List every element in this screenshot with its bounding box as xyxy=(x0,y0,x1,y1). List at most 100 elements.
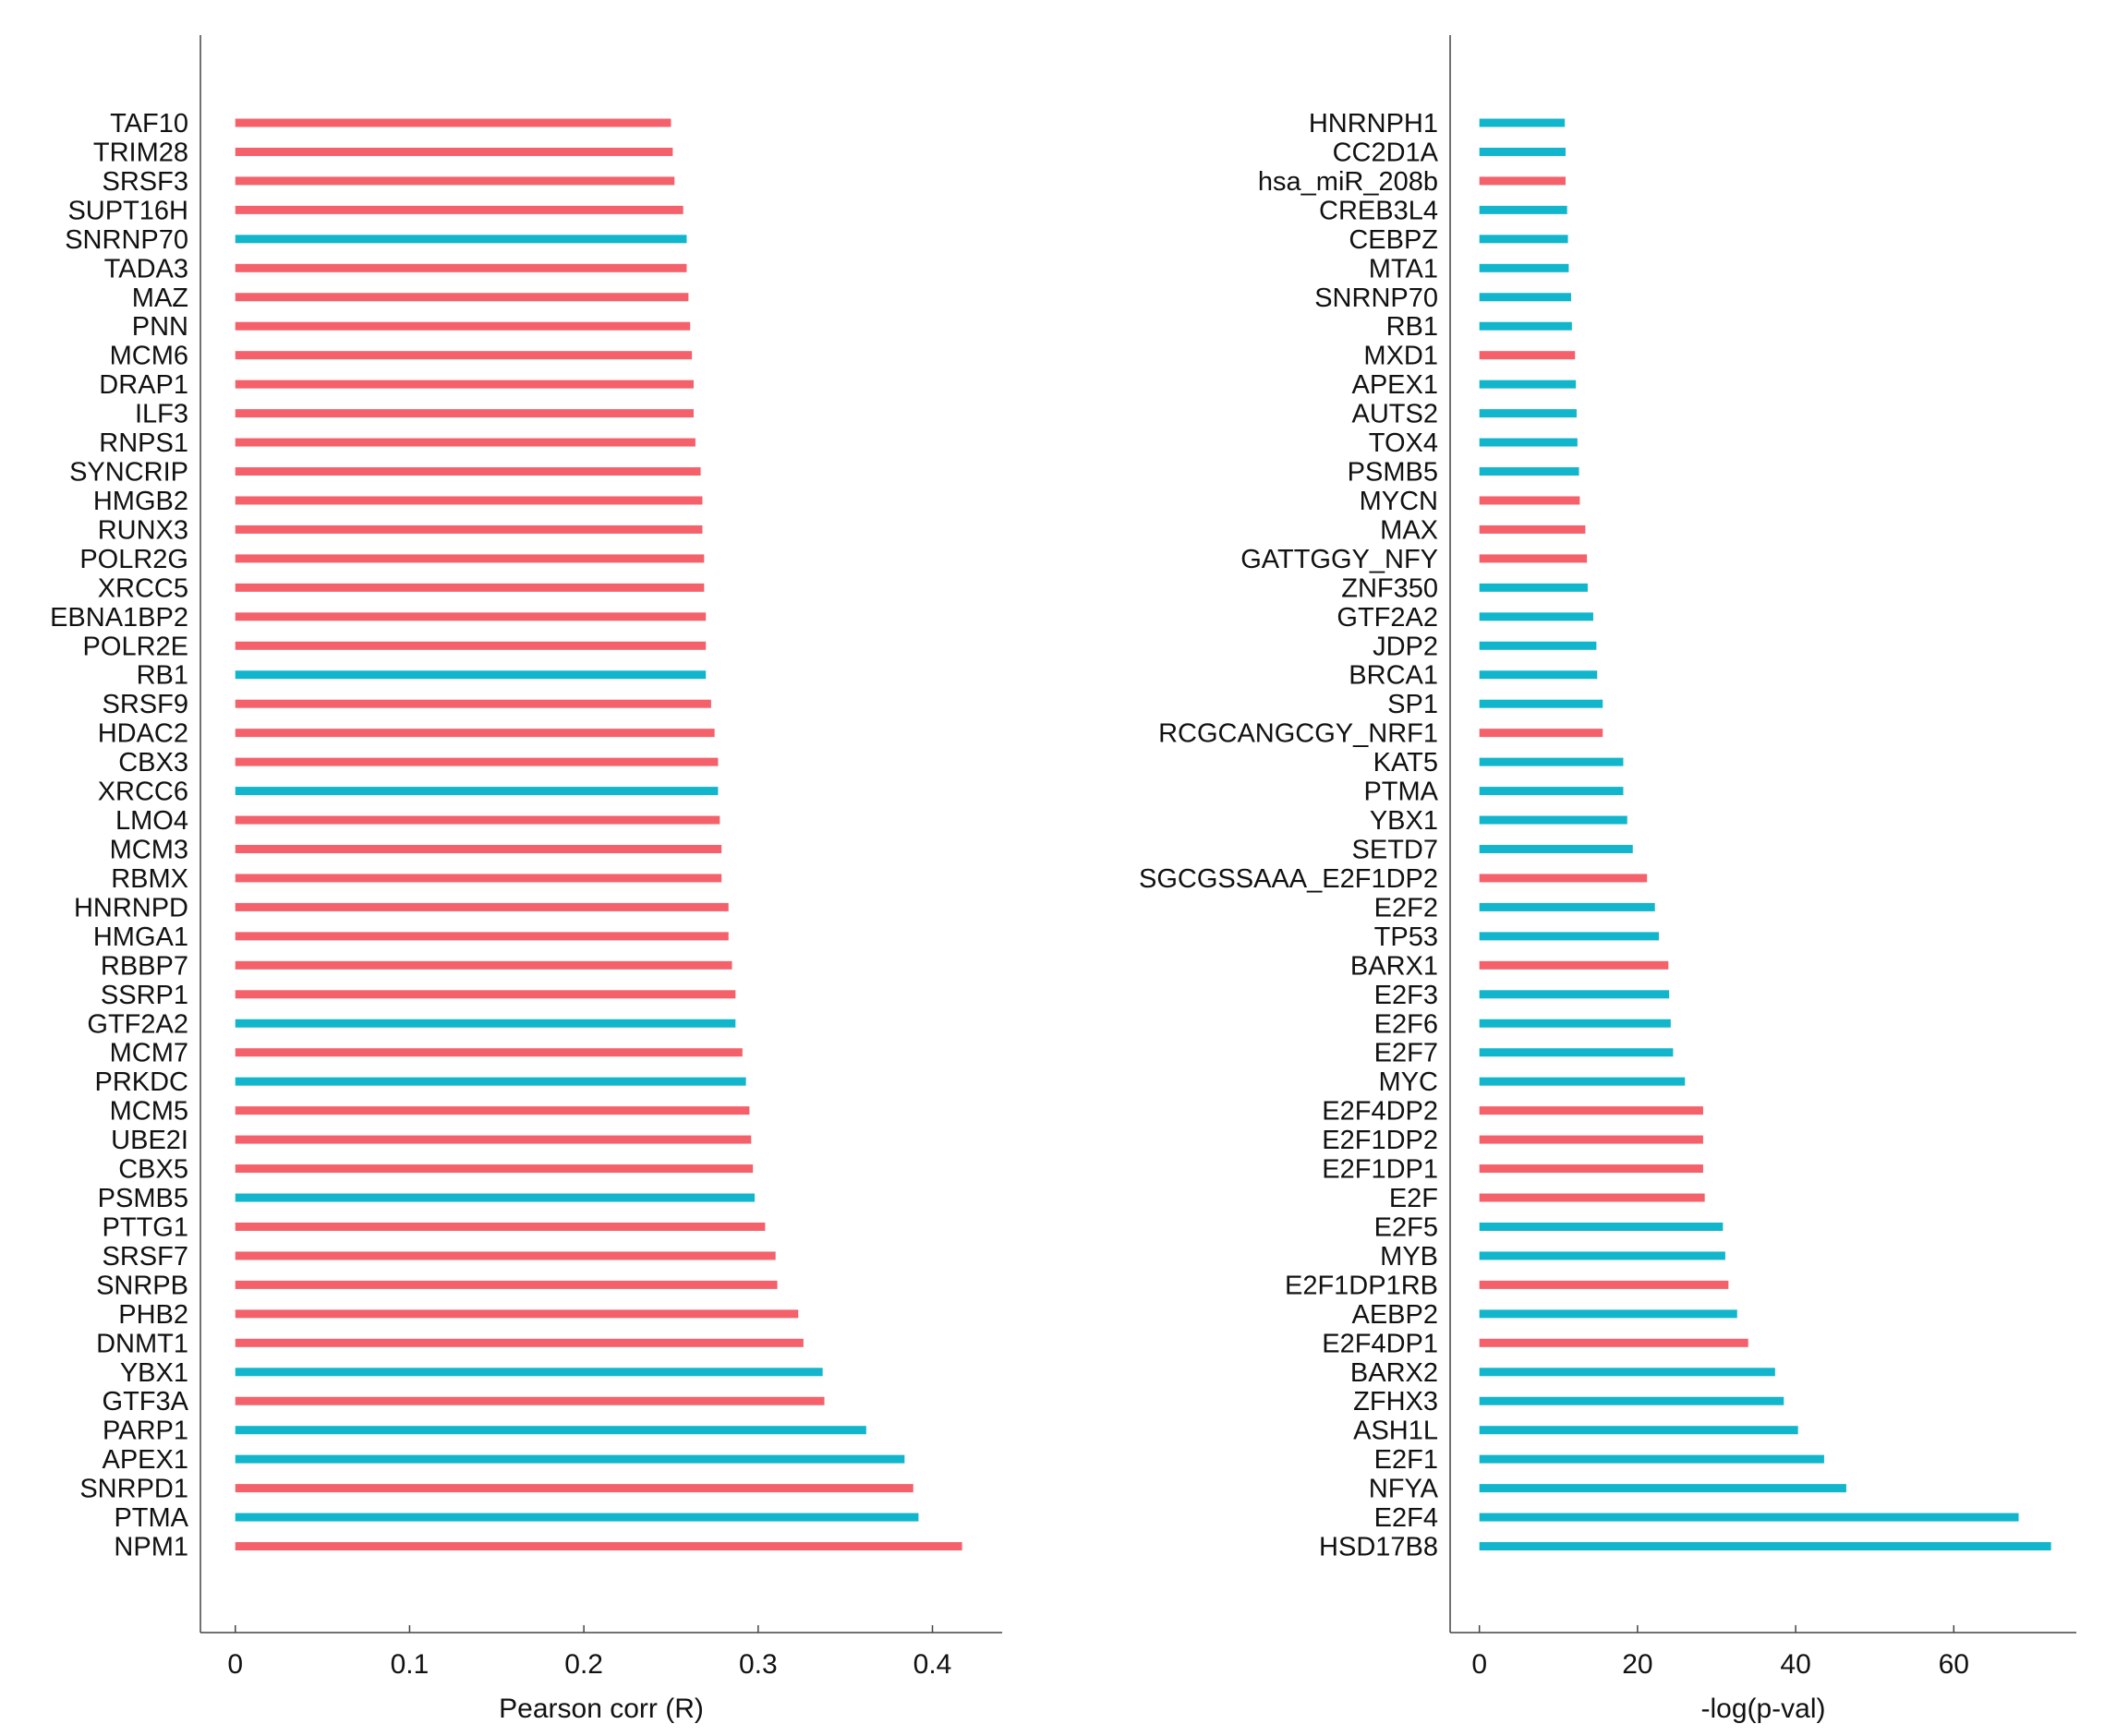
pearson-category-label: MAZ xyxy=(132,283,188,313)
pearson-x-tick-label: 0.4 xyxy=(913,1649,952,1680)
pval-bar-hsa_mir_208b xyxy=(1479,176,1566,186)
pearson-category-label: SYNCRIP xyxy=(69,458,188,488)
pval-category-label: MXD1 xyxy=(1363,342,1438,371)
pval-category-label: ASH1L xyxy=(1353,1417,1438,1446)
pval-category-label: APEX1 xyxy=(1352,370,1439,400)
pearson-bar-snrpb xyxy=(235,1280,778,1289)
pearson-category-label: RBBP7 xyxy=(101,951,188,981)
pearson-category-label: SSRP1 xyxy=(101,981,188,1010)
pval-bar-e2f1dp1 xyxy=(1479,1164,1703,1174)
pval-bar-nfya xyxy=(1479,1484,1846,1493)
pval-category-label: E2F1DP2 xyxy=(1322,1126,1438,1155)
pval-category-label: E2F4 xyxy=(1374,1503,1438,1533)
pval-category-label: SGCGSSAAA_E2F1DP2 xyxy=(1139,864,1438,894)
pearson-category-label: YBX1 xyxy=(120,1358,188,1388)
pearson-category-label: PTTG1 xyxy=(103,1212,188,1242)
pval-category-label: E2F xyxy=(1389,1184,1438,1213)
pearson-category-label: GTF3A xyxy=(103,1387,189,1417)
pearson-bar-ssrp1 xyxy=(235,990,736,999)
pval-category-label: CC2D1A xyxy=(1333,138,1439,167)
pearson-bar-srsf7 xyxy=(235,1251,776,1260)
pval-category-label: HSD17B8 xyxy=(1319,1533,1438,1562)
pval-bar-e2f2 xyxy=(1479,902,1655,911)
pval-bar-e2f5 xyxy=(1479,1222,1724,1231)
pearson-category-label: ILF3 xyxy=(135,400,188,429)
pearson-bar-phb2 xyxy=(235,1309,799,1319)
pval-category-label: KAT5 xyxy=(1373,748,1438,778)
pval-category-label: E2F2 xyxy=(1374,893,1438,922)
pearson-bar-ube2i xyxy=(235,1135,752,1144)
pearson-category-label: PARP1 xyxy=(103,1417,188,1446)
pearson-category-label: POLR2G xyxy=(79,545,188,574)
pearson-category-label: SNRNP70 xyxy=(65,225,188,255)
pval-category-label: E2F3 xyxy=(1374,981,1438,1010)
pval-bar-brca1 xyxy=(1479,670,1598,680)
pval-category-label: YBX1 xyxy=(1370,806,1438,836)
pval-bar-mycn xyxy=(1479,496,1580,505)
pearson-bar-gtf2a2 xyxy=(235,1019,736,1028)
pval-bar-hsd17b8 xyxy=(1479,1542,2051,1551)
pearson-category-label: MCM5 xyxy=(110,1097,188,1127)
pval-bar-cebpz xyxy=(1479,235,1568,244)
pval-bar-sp1 xyxy=(1479,699,1603,708)
pval-bar-ybx1 xyxy=(1479,815,1627,825)
pval-category-label: MYC xyxy=(1379,1067,1438,1097)
pearson-bar-xrcc5 xyxy=(235,583,705,592)
pval-bar-mxd1 xyxy=(1479,351,1576,360)
pval-bar-e2f4 xyxy=(1479,1513,2019,1522)
pval-bar-hnrnph1 xyxy=(1479,118,1566,127)
pearson-bar-mcm7 xyxy=(235,1048,743,1057)
pearson-category-label: SRSF7 xyxy=(103,1242,188,1272)
pval-bar-e2f xyxy=(1479,1193,1705,1202)
pval-category-label: SETD7 xyxy=(1352,836,1438,865)
pearson-category-label: LMO4 xyxy=(115,806,188,836)
pval-bar-sgcgssaaa_e2f1dp2 xyxy=(1479,874,1648,883)
pval-bar-auts2 xyxy=(1479,409,1577,418)
pval-bar-apex1 xyxy=(1479,380,1577,389)
pearson-bar-srsf9 xyxy=(235,699,711,708)
pearson-category-label: PNN xyxy=(132,312,188,342)
pearson-category-label: PHB2 xyxy=(118,1300,188,1330)
pearson-bar-rbmx xyxy=(235,874,722,883)
pearson-bar-hdac2 xyxy=(235,729,715,738)
pval-bar-aebp2 xyxy=(1479,1309,1737,1319)
pearson-bar-polr2e xyxy=(235,641,707,650)
pval-x-tick-label: 20 xyxy=(1622,1649,1652,1680)
pearson-category-label: MCM6 xyxy=(110,342,188,371)
pearson-bar-apex1 xyxy=(235,1454,905,1464)
pearson-bars xyxy=(235,118,962,1551)
pval-bar-gtf2a2 xyxy=(1479,612,1593,621)
pval-x-axis-label: -log(p-val) xyxy=(1700,1694,1825,1724)
pval-category-label: MYCN xyxy=(1360,487,1438,516)
pval-category-label: ZNF350 xyxy=(1341,573,1438,603)
pearson-bar-syncrip xyxy=(235,467,701,476)
pval-bar-rcgcangcgy_nrf1 xyxy=(1479,729,1603,738)
pval-bar-myc xyxy=(1479,1077,1686,1086)
pval-bar-max xyxy=(1479,524,1586,534)
pearson-bar-polr2g xyxy=(235,554,705,563)
pval-category-label: TP53 xyxy=(1374,922,1438,952)
pearson-category-label: MCM3 xyxy=(110,836,188,865)
pval-category-label: ZFHX3 xyxy=(1353,1387,1438,1417)
pval-bar-cc2d1a xyxy=(1479,147,1566,156)
pval-category-label: PSMB5 xyxy=(1348,458,1438,488)
pearson-category-label: DNMT1 xyxy=(96,1329,188,1358)
pval-bar-gattggy_nfy xyxy=(1479,554,1588,563)
pval-bar-e2f4dp1 xyxy=(1479,1338,1748,1347)
pearson-category-labels: TAF10TRIM28SRSF3SUPT16HSNRNP70TADA3MAZPN… xyxy=(50,109,189,1562)
pearson-bar-trim28 xyxy=(235,147,673,156)
pearson-bar-hmga1 xyxy=(235,932,729,941)
pearson-category-label: POLR2E xyxy=(83,632,188,661)
pval-panel: HNRNPH1CC2D1Ahsa_miR_208bCREB3L4CEBPZMTA… xyxy=(1139,35,2076,1724)
pval-category-label: E2F1DP1RB xyxy=(1285,1271,1438,1300)
pval-bar-e2f1dp2 xyxy=(1479,1135,1703,1144)
pearson-x-axis-label: Pearson corr (R) xyxy=(499,1694,704,1724)
pval-bar-zfhx3 xyxy=(1479,1396,1784,1405)
pval-x-tick-label: 0 xyxy=(1471,1649,1487,1680)
pearson-category-label: HNRNPD xyxy=(74,893,188,922)
pval-category-label: E2F1DP1 xyxy=(1322,1155,1438,1185)
pval-category-label: AUTS2 xyxy=(1352,400,1438,429)
pval-category-label: E2F4DP2 xyxy=(1322,1097,1438,1127)
